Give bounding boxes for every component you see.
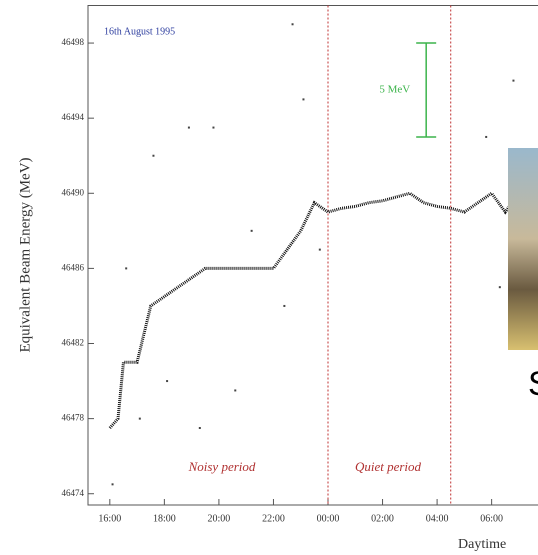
spike-point: [485, 135, 488, 138]
x-tick-label: 20:00: [208, 513, 231, 524]
spike-point: [125, 267, 128, 270]
y-tick-label: 46482: [62, 338, 85, 348]
spike-point: [250, 229, 253, 232]
spike-point: [212, 126, 215, 129]
y-tick-label: 46474: [62, 488, 85, 498]
spike-point: [166, 380, 169, 383]
period-label: Quiet period: [355, 459, 422, 474]
energy-trace: [108, 191, 521, 429]
y-axis-label: Equivalent Beam Energy (MeV): [17, 157, 33, 352]
y-tick-label: 46490: [62, 187, 85, 197]
overlay-text: S: [528, 365, 538, 403]
x-tick-label: 06:00: [480, 513, 503, 524]
spike-point: [234, 389, 237, 392]
date-label: 16th August 1995: [104, 26, 175, 37]
x-tick-label: 00:00: [317, 513, 340, 524]
spike-point: [111, 483, 114, 486]
photo: [508, 148, 538, 350]
spike-point: [187, 126, 190, 129]
spike-point: [198, 427, 201, 430]
spike-point: [152, 154, 155, 157]
spike-point: [291, 23, 294, 26]
spike-point: [302, 98, 305, 101]
spike-point: [498, 286, 501, 289]
x-tick-label: 16:00: [98, 513, 121, 524]
x-axis-label: Daytime: [458, 537, 506, 552]
spike-point: [318, 248, 321, 251]
y-tick-label: 46478: [62, 413, 85, 423]
x-tick-label: 22:00: [262, 513, 285, 524]
x-tick-label: 04:00: [426, 513, 449, 524]
period-label: Noisy period: [188, 459, 256, 474]
y-tick-label: 46498: [62, 37, 85, 47]
spike-point: [283, 304, 286, 307]
spike-point: [512, 79, 515, 82]
axis-frame: [87, 5, 538, 506]
spike-point: [138, 417, 141, 420]
x-tick-label: 02:00: [371, 513, 394, 524]
x-tick-label: 18:00: [153, 513, 176, 524]
y-tick-label: 46494: [62, 112, 85, 122]
y-tick-label: 46486: [62, 262, 85, 272]
scale-label: 5 MeV: [379, 84, 410, 96]
